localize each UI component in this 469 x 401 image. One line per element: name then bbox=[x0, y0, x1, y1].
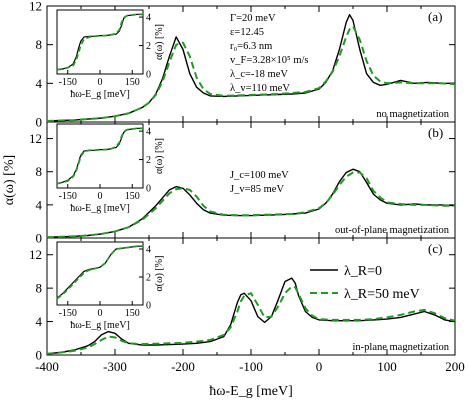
inset-y-axis-label: α(ω) [%] bbox=[154, 256, 165, 292]
inset-x-axis-label: ħω-E_g [meV] bbox=[70, 320, 130, 331]
x-tick-label: 0 bbox=[316, 359, 323, 374]
y-tick-label: 0 bbox=[36, 348, 43, 363]
inset-y-tick-label: 0 bbox=[146, 301, 151, 312]
param-jc: J_c=100 meV bbox=[230, 170, 289, 181]
y-tick-label: 0 bbox=[36, 231, 43, 246]
inset-x-tick-label: 150 bbox=[125, 77, 140, 88]
inset-x-tick-label: 0 bbox=[98, 308, 103, 319]
legend-label-green: λ_R=50 meV bbox=[344, 287, 420, 302]
y-tick-label: 0 bbox=[36, 115, 43, 130]
x-tick-label: 100 bbox=[377, 359, 397, 374]
x-tick-label: -100 bbox=[239, 359, 263, 374]
y-tick-label: 8 bbox=[36, 281, 43, 296]
inset-y-axis-label: α(ω) [%] bbox=[154, 138, 165, 174]
x-axis-label: ħω-E_g [meV] bbox=[209, 384, 292, 399]
x-tick-label: -300 bbox=[103, 359, 127, 374]
y-tick-label: 4 bbox=[36, 314, 43, 329]
x-tick-label: -200 bbox=[171, 359, 195, 374]
panel-a-label: (a) bbox=[428, 9, 442, 24]
series-line-green bbox=[46, 285, 456, 355]
inset-x-tick-label: 150 bbox=[125, 191, 140, 202]
inset-frame bbox=[56, 9, 144, 75]
panel-c-annotation: in-plane magnetization bbox=[352, 342, 449, 353]
inset-x-tick-label: 150 bbox=[125, 308, 140, 319]
inset-y-tick-label: 0 bbox=[146, 184, 151, 195]
y-tick-label: 12 bbox=[29, 131, 42, 146]
inset-series-line-green bbox=[56, 13, 143, 71]
inset-y-axis-label: α(ω) [%] bbox=[154, 24, 165, 60]
inset-series-line-green bbox=[56, 127, 143, 185]
panel-b-label: (b) bbox=[428, 125, 443, 140]
inset-y-tick-label: 2 bbox=[146, 273, 151, 284]
series-line-green bbox=[46, 25, 456, 122]
param-lambda-c: λ_c=-18 meV bbox=[230, 69, 288, 80]
inset-x-tick-label: -150 bbox=[59, 191, 77, 202]
inset-x-axis-label: ħω-E_g [meV] bbox=[70, 203, 130, 214]
param-vf: v_F=3.28×10⁵ m/s bbox=[230, 55, 309, 66]
panel-a-annotation: no magnetization bbox=[376, 109, 449, 120]
inset-y-tick-label: 4 bbox=[146, 127, 151, 138]
y-tick-label: 4 bbox=[36, 76, 43, 91]
y-tick-label: 12 bbox=[29, 0, 42, 14]
x-tick-label: 200 bbox=[445, 359, 465, 374]
series-line-green bbox=[46, 171, 455, 239]
inset-x-tick-label: -150 bbox=[59, 308, 77, 319]
legend-label-black: λ_R=0 bbox=[344, 264, 382, 279]
panel-b-annotation: out-of-plane magnetization bbox=[335, 225, 450, 236]
y-tick-label: 8 bbox=[36, 164, 43, 179]
inset-y-tick-label: 2 bbox=[146, 155, 151, 166]
inset-y-tick-label: 4 bbox=[146, 245, 151, 256]
y-tick-label: 4 bbox=[36, 197, 43, 212]
param-jv: J_v=85 meV bbox=[230, 184, 284, 195]
inset-y-tick-label: 4 bbox=[146, 13, 151, 24]
inset-x-axis-label: ħω-E_g [meV] bbox=[70, 89, 130, 100]
inset-y-tick-label: 2 bbox=[146, 41, 151, 52]
inset-x-tick-label: 0 bbox=[98, 77, 103, 88]
param-gamma: Γ=20 meV bbox=[230, 13, 276, 24]
param-lambda-v: λ_v=110 meV bbox=[230, 83, 290, 94]
inset-frame bbox=[56, 241, 144, 306]
inset-series-line-green bbox=[56, 245, 143, 300]
param-epsilon: ε=12.45 bbox=[230, 27, 264, 38]
inset-x-tick-label: 0 bbox=[98, 191, 103, 202]
param-r0: r₀=6.3 nm bbox=[230, 41, 272, 52]
y-axis-label: α(ω) [%] bbox=[2, 155, 17, 205]
y-tick-label: 8 bbox=[36, 37, 43, 52]
panel-c-label: (c) bbox=[428, 241, 442, 256]
inset-y-tick-label: 0 bbox=[146, 70, 151, 81]
x-tick-label: -400 bbox=[35, 359, 59, 374]
y-tick-label: 12 bbox=[29, 247, 42, 262]
inset-x-tick-label: -150 bbox=[59, 77, 77, 88]
